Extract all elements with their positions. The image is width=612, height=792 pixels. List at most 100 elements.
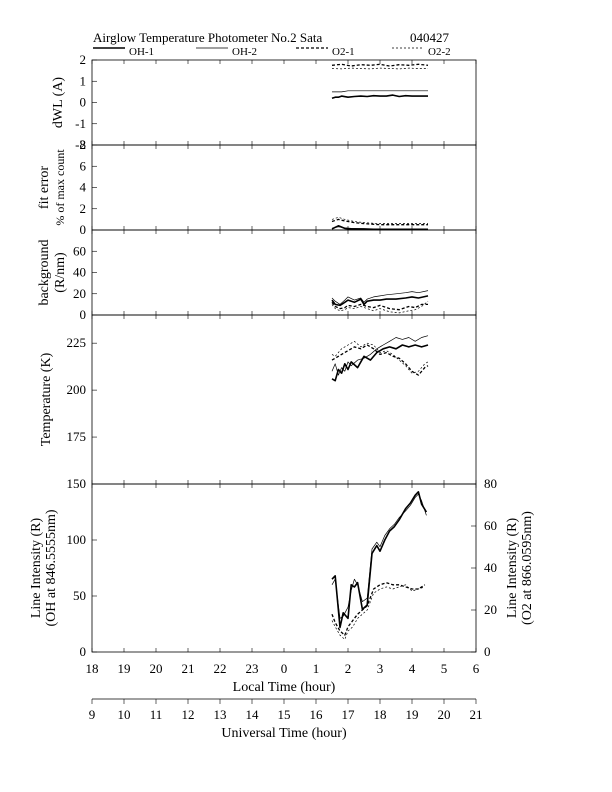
y-tick-label: 225 [67,335,87,350]
local-time-tick-label: 1 [313,661,320,676]
local-time-tick-label: 21 [182,661,195,676]
universal-time-axis-title: Universal Time (hour) [221,726,347,741]
y-axis-subtitle: % of max count [53,149,67,226]
y-tick-label: 50 [73,588,86,603]
legend-item: O2-1 [296,46,355,58]
y-axis-title: dWL (A) [51,77,66,129]
legend-label: O2-1 [332,46,355,58]
legend-item: OH-1 [93,46,154,58]
y-axis-title: fit error [37,166,52,209]
y-tick-label: 1 [80,73,87,88]
local-time-tick-label: 18 [86,661,99,676]
series-line-oh-2 [331,335,429,376]
plot-frame [91,314,477,485]
universal-time-tick-label: 9 [89,707,96,722]
y-right-tick-label: 40 [484,560,497,575]
legend-label: OH-1 [129,46,154,58]
plot-frame [91,59,477,146]
series-line-o2-2 [331,300,429,314]
universal-time-tick-label: 12 [182,707,195,722]
y-right-axis-subtitle: (O2 at 866.0595nm) [520,511,535,625]
y-right-tick-label: 0 [484,644,491,659]
series-line-o2-1 [331,218,428,226]
series-line-oh-2 [331,226,428,230]
y-tick-label: 6 [80,158,87,173]
series-line-oh-1 [331,490,428,629]
plot-frame [91,229,477,316]
chart-panel: 225 200 175 Temperature (K) [39,314,477,485]
series-line-o2-2 [331,216,428,224]
y-tick-label: 2 [80,201,87,216]
series-line-oh-2 [332,90,428,93]
y-tick-label: 175 [67,429,87,444]
universal-time-tick-label: 15 [278,707,291,722]
y-tick-label: 150 [67,476,87,491]
local-time-tick-label: 20 [150,661,163,676]
y-tick-label: 0 [80,307,87,322]
universal-time-tick-label: 18 [374,707,387,722]
y-tick-label: 40 [73,265,86,280]
local-time-tick-label: 0 [281,661,288,676]
y-axis-subtitle: (R/nm) [53,252,68,293]
universal-time-tick-label: 17 [342,707,356,722]
y-tick-label: 4 [80,180,87,195]
legend-label: OH-2 [232,46,257,58]
universal-time-tick-label: 16 [310,707,324,722]
universal-time-tick-label: 10 [118,707,131,722]
series-line-oh-2 [331,290,429,305]
local-time-tick-label: 19 [118,661,131,676]
y-right-axis-title: Line Intensity (R) [505,518,520,619]
local-time-axis-title: Local Time (hour) [233,680,336,695]
y-tick-label: -2 [75,137,86,152]
chart-panel: 8 6 4 2 0 fit error% of max count [37,137,477,237]
y-tick-label: 100 [67,532,87,547]
y-right-tick-label: 60 [484,518,497,533]
universal-time-tick-label: 14 [246,707,260,722]
local-time-tick-label: 4 [409,661,416,676]
series-line-o2-1 [331,63,429,67]
local-time-tick-label: 23 [246,661,259,676]
legend-item: OH-2 [196,46,257,58]
series-line-oh-1 [331,344,429,382]
local-time-tick-label: 3 [377,661,384,676]
chart-panel: 2 1 0 -1 -2 dWL (A) [51,52,477,152]
universal-time-tick-label: 11 [150,707,163,722]
series-line-oh-1 [331,295,429,307]
series-line-oh-1 [331,94,428,100]
y-axis-title: Temperature (K) [39,352,54,446]
local-time-tick-label: 22 [214,661,227,676]
y-tick-label: 8 [80,137,87,152]
series-line-o2-1 [331,582,426,636]
chart-panel: 60 40 20 0 background (R/nm) [37,229,477,322]
y-tick-label: 0 [80,644,87,659]
y-tick-label: 0 [80,222,87,237]
series-line-o2-2 [331,340,429,374]
universal-time-tick-label: 21 [470,707,483,722]
y-axis-subtitle: (OH at 846.5555nm) [44,509,59,626]
series-line-o2-1 [331,344,429,376]
universal-time-tick-label: 19 [406,707,419,722]
y-tick-label: 20 [73,286,86,301]
universal-time-tick-label: 13 [214,707,227,722]
universal-time-tick-label: 20 [438,707,451,722]
y-tick-label: 200 [67,382,87,397]
y-right-tick-label: 20 [484,602,497,617]
series-line-o2-1 [331,301,428,311]
local-time-tick-label: 2 [345,661,352,676]
y-axis-title: Line Intensity (R) [29,518,44,619]
figure-title: Airglow Temperature Photometer No.2 Sata [93,30,323,45]
figure-date: 040427 [410,30,450,45]
y-tick-label: -1 [75,116,86,131]
y-right-tick-label: 80 [484,476,497,491]
y-tick-label: 60 [73,243,86,258]
legend-item: O2-2 [392,46,451,58]
legend: OH-1 OH-2 O2-1 O2-2 [93,46,451,58]
y-tick-label: 2 [80,52,87,67]
local-time-tick-label: 6 [473,661,480,676]
plot-frame [91,483,477,653]
local-time-tick-label: 5 [441,661,448,676]
